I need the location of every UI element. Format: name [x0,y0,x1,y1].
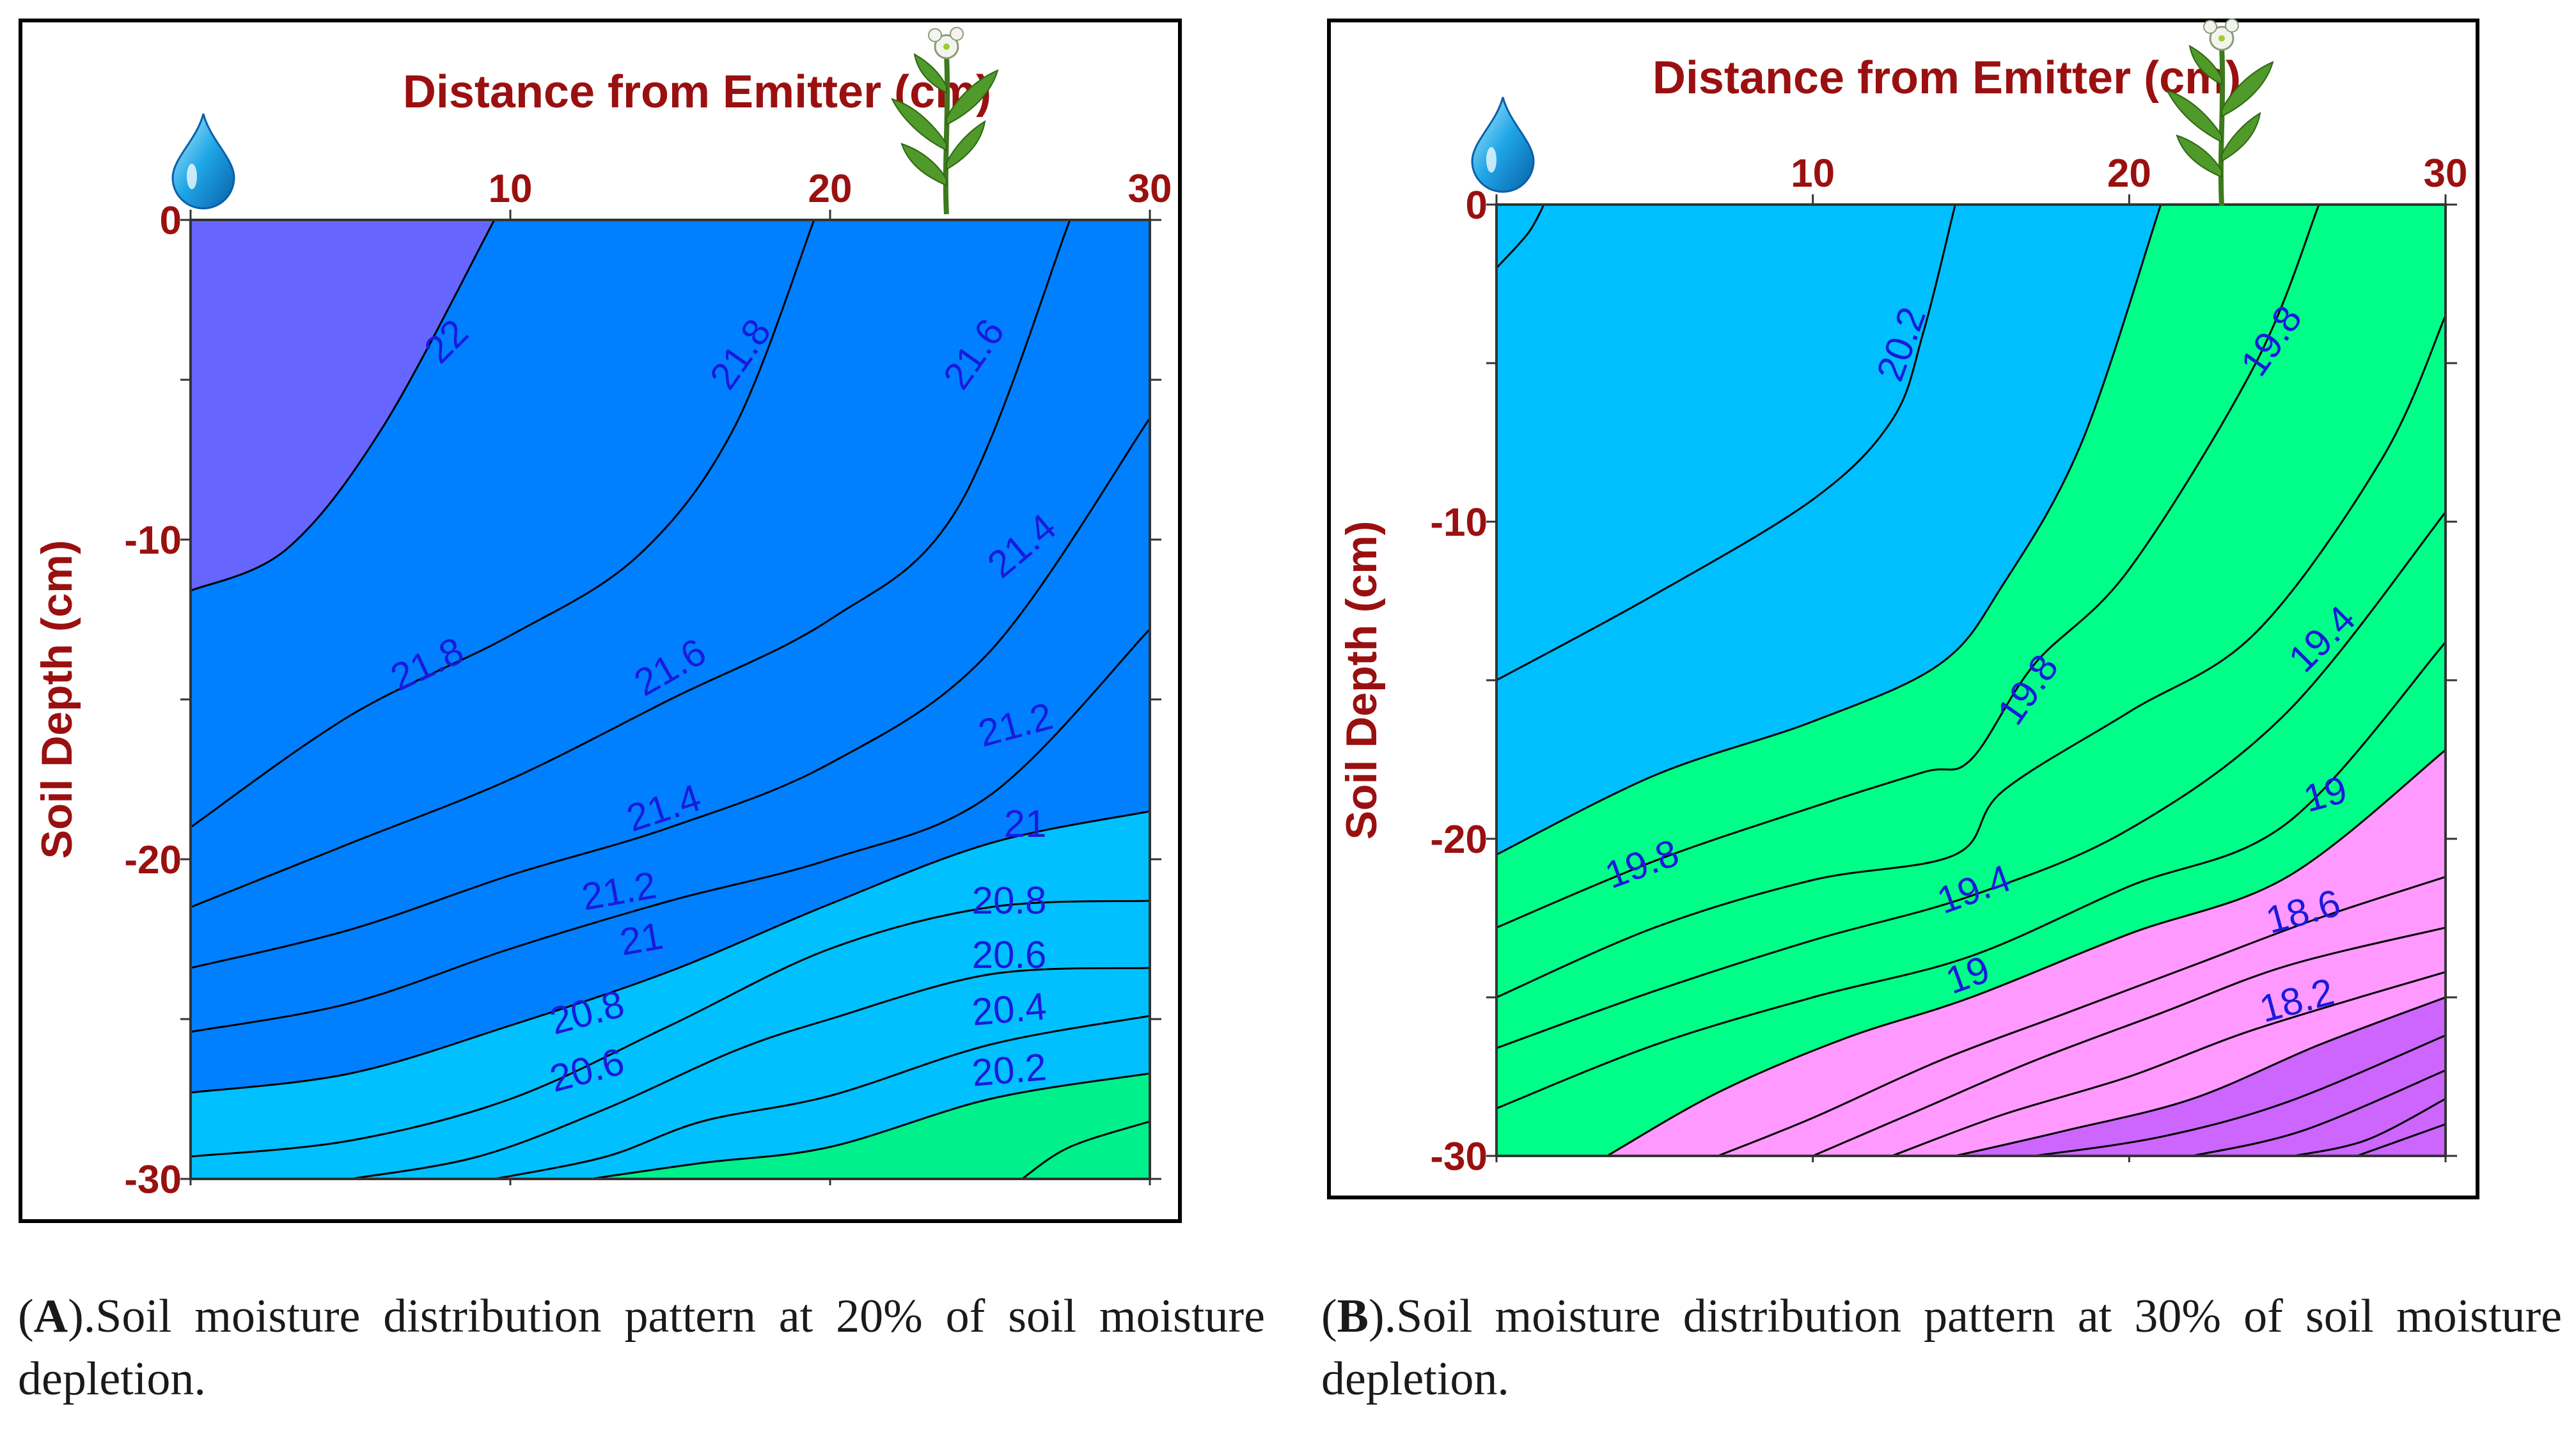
fill-layer [1496,205,2446,1156]
axis-ticks [180,210,1161,1185]
plant-icon [891,27,999,215]
y-tick-label: 0 [160,199,182,243]
caption-a-letter: A [33,1290,68,1343]
caption-b: (B).Soil moisture distribution pattern a… [1321,1290,2562,1405]
y-tick-label: -20 [1430,818,1488,862]
panel-b: 10 20 30 0 -10 -20 -30 Distance from Emitter (c… [1288,0,2576,1434]
contour-line [2356,1123,2446,1156]
contour-line [1954,996,2446,1156]
contour-plot-b: 10 20 30 0 -10 -20 -30 Distance from Emitter (c… [1327,19,2479,1199]
contour-line [1496,641,2446,1109]
contour-line [350,967,1150,1179]
contour-line [191,220,815,829]
axis-ticks [1486,194,2457,1162]
x-tick-label: 10 [1791,152,1835,196]
contour-line [590,1072,1150,1179]
contour-plot-a: 10 20 30 0 -10 -20 -30 Distance from Emitter (c… [19,19,1182,1223]
water-drop-icon [1471,97,1535,193]
water-drop-icon [171,113,235,210]
contour-line [191,628,1150,1033]
contour-line [2034,1034,2446,1156]
x-tick-label: 30 [1128,167,1172,211]
fill-band [191,811,1150,1179]
y-tick-label: -30 [1430,1135,1488,1179]
contour-line [1717,876,2446,1156]
contour-lines [1496,205,2446,1156]
contour-line [1606,749,2446,1156]
caption-b-letter: B [1337,1290,1369,1343]
x-tick-label: 10 [489,167,533,211]
y-axis-title: Soil Depth (cm) [33,540,81,859]
contour-line [2192,1069,2446,1156]
contour-label: 20.8 [972,879,1047,922]
contour-line [2293,1098,2446,1156]
x-axis-title: Distance from Emitter (cm) [403,66,991,118]
caption-a: (A).Soil moisture distribution pattern a… [18,1290,1265,1405]
contour-label: 21 [1004,802,1047,845]
fill-band [1955,997,2446,1156]
contour-line [1496,205,1545,269]
fill-band [590,1073,1150,1179]
contour-line [191,220,1071,908]
caption-b-text: ).Soil moisture distribution pattern at … [1321,1290,2562,1405]
contour-line [1496,205,1956,682]
contour-line [494,1015,1150,1179]
contour-label: 20.6 [972,933,1047,976]
contour-line [191,220,496,592]
x-axis-title: Distance from Emitter (cm) [1653,52,2241,104]
contour-line [1496,205,2320,929]
fill-band [1607,750,2446,1156]
y-tick-label: -20 [124,838,182,882]
y-tick-label: -10 [124,518,182,563]
contour-line [1496,511,2446,1049]
panel-a: 10 20 30 0 -10 -20 -30 Distance from Emitter (c… [18,19,1265,1405]
y-tick-label: 0 [1466,183,1488,228]
y-tick-label: -30 [124,1158,182,1202]
contour-line [1021,1120,1150,1179]
y-axis-title: Soil Depth (cm) [1337,521,1386,840]
x-tick-label: 30 [2424,152,2468,196]
contour-line [1812,926,2446,1156]
plant-icon [2166,19,2274,207]
contour-line [191,810,1150,1094]
caption-a-text: ).Soil moisture distribution pattern at … [18,1290,1265,1405]
y-tick-label: -10 [1430,501,1488,545]
contour-label: 20.4 [970,985,1048,1034]
x-tick-label: 20 [808,167,852,211]
contour-label: 21 [617,914,666,964]
contour-line [191,900,1150,1158]
contour-line [1496,315,2446,999]
x-tick-label: 20 [2107,152,2151,196]
contour-line [1891,970,2446,1156]
contour-line [191,417,1150,969]
contour-line [1496,205,2162,856]
contour-lines [191,220,1150,1179]
contour-label: 20.2 [970,1045,1048,1095]
